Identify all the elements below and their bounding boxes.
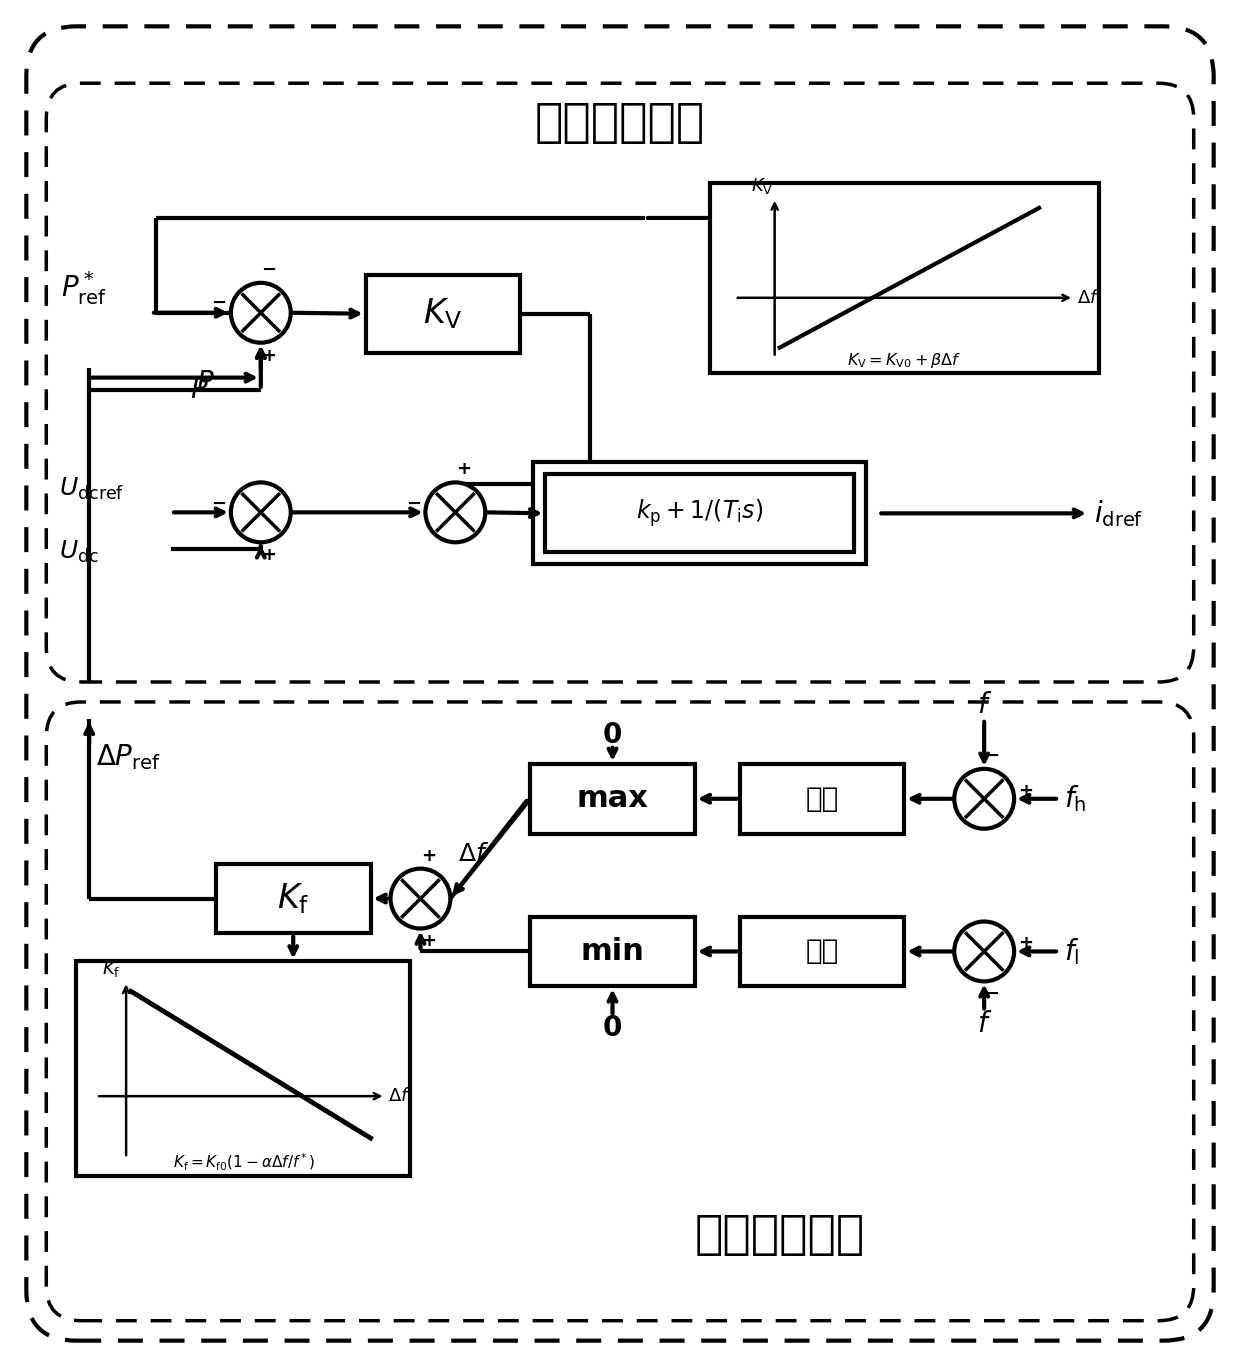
Bar <box>740 916 904 987</box>
Text: −: − <box>211 495 227 514</box>
Text: $\Delta f$: $\Delta f$ <box>1078 288 1100 306</box>
Text: 滒环: 滒环 <box>806 785 838 813</box>
Text: $\Delta f$: $\Delta f$ <box>388 1087 410 1105</box>
Text: −: − <box>262 261 277 279</box>
Text: −: − <box>211 294 227 312</box>
Text: 频率控制环节: 频率控制环节 <box>694 1214 864 1259</box>
Text: $f_{\rm h}$: $f_{\rm h}$ <box>1064 783 1086 815</box>
Bar <box>531 916 694 987</box>
Text: $k_{\rm p}+1/(T_{\rm i}s)$: $k_{\rm p}+1/(T_{\rm i}s)$ <box>636 498 764 529</box>
Text: $K_{\rm f}$: $K_{\rm f}$ <box>102 960 120 979</box>
Text: 0: 0 <box>603 720 622 749</box>
Text: min: min <box>580 936 645 966</box>
Text: 滒环: 滒环 <box>806 938 838 965</box>
Text: $U_{\rm dc}$: $U_{\rm dc}$ <box>60 539 99 566</box>
Text: −: − <box>405 495 422 514</box>
Circle shape <box>955 921 1014 982</box>
Text: $U_{\rm dcref}$: $U_{\rm dcref}$ <box>60 476 125 503</box>
Text: $K_{\rm f}$: $K_{\rm f}$ <box>277 882 310 916</box>
Text: 0: 0 <box>603 1014 622 1042</box>
FancyBboxPatch shape <box>46 703 1194 1321</box>
Text: $\Delta P_{\rm ref}$: $\Delta P_{\rm ref}$ <box>97 742 161 772</box>
Text: +: + <box>1018 935 1034 953</box>
Bar <box>533 462 867 565</box>
Bar <box>740 764 904 834</box>
Text: +: + <box>456 461 471 478</box>
Text: $K_{\rm V}$: $K_{\rm V}$ <box>423 297 463 331</box>
Text: +: + <box>262 347 277 365</box>
Bar <box>531 764 694 834</box>
Text: $f$: $f$ <box>977 690 992 719</box>
Bar <box>709 183 1099 373</box>
Text: −: − <box>985 986 999 1003</box>
Bar <box>216 864 371 934</box>
Text: +: + <box>262 547 277 565</box>
Text: $K_{\rm f}=K_{\rm f0}(1-\alpha\Delta f/f^*)$: $K_{\rm f}=K_{\rm f0}(1-\alpha\Delta f/f… <box>172 1151 315 1173</box>
Text: $P^*_{\rm ref}$: $P^*_{\rm ref}$ <box>61 269 107 306</box>
Text: $K_{\rm V}=K_{\rm V0}+\beta\Delta f$: $K_{\rm V}=K_{\rm V0}+\beta\Delta f$ <box>847 351 961 370</box>
Text: $i_{\rm dref}$: $i_{\rm dref}$ <box>1094 498 1143 529</box>
Text: $\Delta f$: $\Delta f$ <box>459 842 490 865</box>
Circle shape <box>391 868 450 928</box>
Text: +: + <box>1018 782 1034 800</box>
Text: +: + <box>420 932 436 950</box>
Text: $P$: $P$ <box>190 376 208 403</box>
Circle shape <box>231 283 290 343</box>
Text: $K_{\rm V}$: $K_{\rm V}$ <box>750 176 773 195</box>
Text: +: + <box>420 846 436 865</box>
Circle shape <box>955 768 1014 828</box>
Text: $f$: $f$ <box>977 1010 992 1039</box>
Text: $P$: $P$ <box>196 369 215 396</box>
FancyBboxPatch shape <box>46 83 1194 682</box>
Bar <box>366 275 521 353</box>
Text: $f_{\rm l}$: $f_{\rm l}$ <box>1064 936 1079 966</box>
Text: max: max <box>577 785 649 813</box>
Text: 下垂控制环节: 下垂控制环节 <box>534 101 706 146</box>
Circle shape <box>425 483 485 543</box>
Circle shape <box>231 483 290 543</box>
Bar <box>546 474 854 552</box>
Bar <box>76 961 410 1176</box>
Text: −: − <box>985 746 999 766</box>
FancyBboxPatch shape <box>26 26 1214 1341</box>
